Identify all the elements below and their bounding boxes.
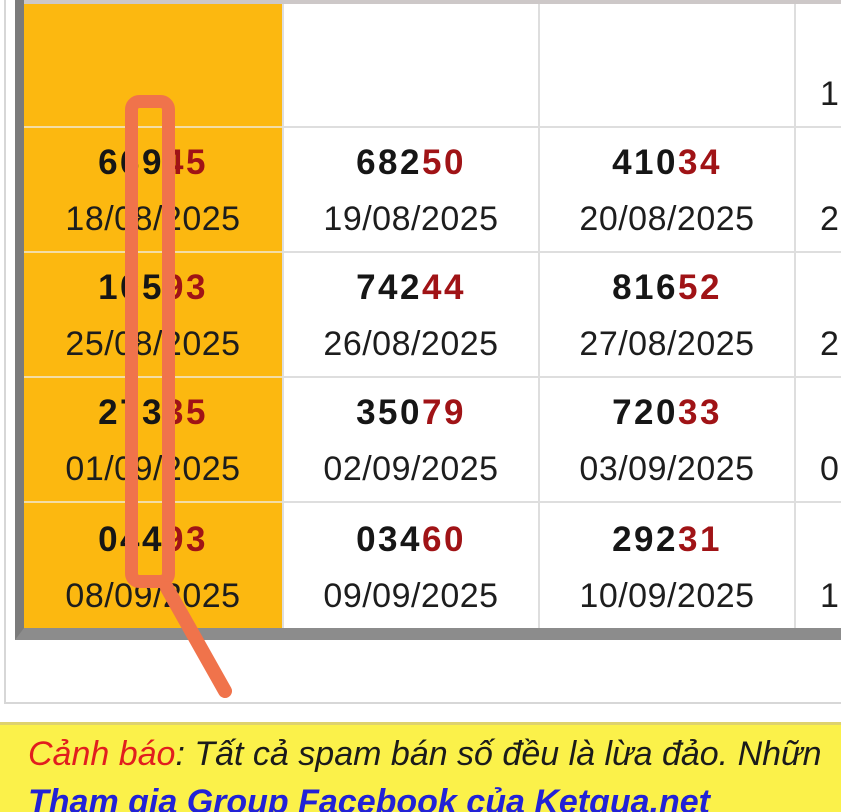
result-number-red-digits: 52 [677,268,722,307]
table-row: 66945 18/08/2025 68250 19/08/2025 41034 … [24,126,841,251]
result-cell [24,4,282,126]
warning-rest: : Tất cả spam bán số đều là lừa đảo. Nhữ… [175,735,822,773]
result-number: 81652 [612,268,722,307]
result-date: 18/08/2025 [65,200,241,238]
result-number-red-digits: 93 [163,520,208,559]
result-cell: 68250 19/08/2025 [282,126,538,251]
result-date-fragment: 1 [820,75,840,113]
result-number-red-digits: 33 [677,393,722,432]
result-cell: 66945 18/08/2025 [24,126,282,251]
result-cell: 72033 03/09/2025 [538,376,794,501]
table-top-border [24,0,841,4]
result-date: 27/08/2025 [579,325,755,363]
result-date-fragment: 0 [820,450,840,488]
result-cell: 10593 25/08/2025 [24,251,282,376]
table-row: 27335 01/09/2025 35079 02/09/2025 72033 … [24,376,841,501]
result-cell: 27335 01/09/2025 [24,376,282,501]
result-date-fragment: 1 [820,577,840,615]
result-date: 08/09/2025 [65,577,241,615]
result-cell: 35079 02/09/2025 [282,376,538,501]
result-number-red-digits: 44 [421,268,466,307]
result-number-red-digits: 60 [421,520,466,559]
result-date-fragment: 2 [820,200,840,238]
result-number: 03460 [356,520,466,559]
result-cell: 74244 26/08/2025 [282,251,538,376]
result-number: 29231 [612,520,722,559]
result-date: 03/09/2025 [579,450,755,488]
result-cell: 1 [794,501,841,628]
result-number: 68250 [356,143,466,182]
result-cell [282,4,538,126]
result-number: 04493 [98,520,208,559]
result-number-red-digits: 50 [421,143,466,182]
result-date: 25/08/2025 [65,325,241,363]
facebook-group-link[interactable]: Tham gia Group Facebook của Ketqua.net [28,783,710,812]
result-cell: 1 [794,4,841,126]
result-cell: 81652 27/08/2025 [538,251,794,376]
results-table: 1 66945 18/08/2025 68250 19/08/2025 4103… [15,0,841,640]
result-date: 10/09/2025 [579,577,755,615]
result-cell: 41034 20/08/2025 [538,126,794,251]
result-cell [538,4,794,126]
result-cell: 2 [794,126,841,251]
result-number: 27335 [98,393,208,432]
result-number-red-digits: 34 [677,143,722,182]
result-number-red-digits: 31 [677,520,722,559]
result-date-fragment: 2 [820,325,840,363]
warning-banner: Cảnh báo: Tất cả spam bán số đều là lừa … [0,722,841,812]
result-number-red-digits: 79 [421,393,466,432]
result-number-red-digits: 35 [163,393,208,432]
result-date: 09/09/2025 [323,577,499,615]
result-number-red-digits: 93 [163,268,208,307]
result-number: 74244 [356,268,466,307]
result-cell: 0 [794,376,841,501]
result-date: 01/09/2025 [65,450,241,488]
result-cell: 03460 09/09/2025 [282,501,538,628]
table-row: 10593 25/08/2025 74244 26/08/2025 81652 … [24,251,841,376]
result-cell: 2 [794,251,841,376]
result-number: 10593 [98,268,208,307]
results-grid: 1 66945 18/08/2025 68250 19/08/2025 4103… [24,4,841,628]
result-number: 66945 [98,143,208,182]
result-number: 35079 [356,393,466,432]
result-date: 20/08/2025 [579,200,755,238]
result-date: 26/08/2025 [323,325,499,363]
warning-text: Cảnh báo: Tất cả spam bán số đều là lừa … [28,731,841,777]
result-number-red-digits: 45 [163,143,208,182]
result-cell: 29231 10/09/2025 [538,501,794,628]
result-date: 02/09/2025 [323,450,499,488]
table-row: 04493 08/09/2025 03460 09/09/2025 29231 … [24,501,841,628]
result-number: 41034 [612,143,722,182]
result-number: 72033 [612,393,722,432]
result-date: 19/08/2025 [323,200,499,238]
table-row: 1 [24,4,841,126]
warning-prefix: Cảnh báo [28,735,176,773]
result-cell: 04493 08/09/2025 [24,501,282,628]
